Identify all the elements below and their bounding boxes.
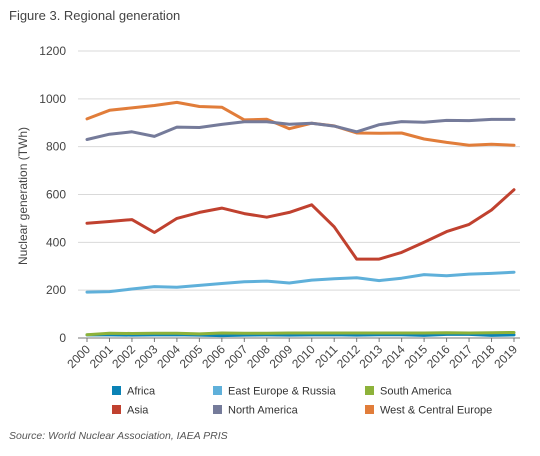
- x-tick-label: 2013: [356, 342, 385, 371]
- legend-swatch: [112, 386, 121, 395]
- x-tick-label: 2000: [64, 342, 93, 371]
- legend-label: North America: [228, 405, 299, 417]
- legend-swatch: [365, 405, 374, 414]
- y-tick-label: 1200: [39, 44, 66, 58]
- series-line-asia: [85, 188, 516, 261]
- x-tick-label: 2005: [177, 342, 206, 371]
- x-tick-label: 2007: [222, 342, 251, 371]
- x-tick-label: 2009: [267, 342, 296, 371]
- legend-label: East Europe & Russia: [228, 386, 336, 398]
- legend-label: Asia: [127, 405, 149, 417]
- x-tick-label: 2001: [87, 342, 116, 371]
- series-line-north-america: [85, 117, 516, 141]
- y-tick-label: 800: [46, 140, 66, 154]
- x-tick-label: 2008: [244, 342, 273, 371]
- y-tick-label: 0: [59, 331, 66, 345]
- legend-label: West & Central Europe: [380, 405, 492, 417]
- x-tick-label: 2002: [109, 342, 138, 371]
- series-line-west-central-europe: [85, 100, 516, 147]
- series-line-africa: [85, 332, 516, 338]
- x-tick-label: 2019: [491, 342, 520, 371]
- source-note: Source: World Nuclear Association, IAEA …: [9, 430, 228, 442]
- y-tick-label: 200: [46, 283, 66, 297]
- series-line-south-america: [85, 331, 516, 337]
- gridlines: [78, 50, 520, 339]
- plot-area: [85, 100, 516, 338]
- x-tick-label: 2018: [469, 342, 498, 371]
- y-axis: 0 200 400 600 800 1000 1200: [39, 44, 66, 345]
- legend-swatch: [112, 405, 121, 414]
- x-tick-label: 2004: [154, 342, 183, 371]
- y-tick-label: 1000: [39, 92, 66, 106]
- x-axis: 2000200120022003200420052006200720082009…: [64, 338, 520, 371]
- x-tick-label: 2006: [199, 342, 228, 371]
- x-tick-label: 2012: [334, 342, 363, 371]
- legend-swatch: [213, 405, 222, 414]
- legend-swatch: [213, 386, 222, 395]
- legend-swatch: [365, 386, 374, 395]
- x-tick-label: 2016: [424, 342, 453, 371]
- y-tick-label: 600: [46, 188, 66, 202]
- y-tick-label: 400: [46, 235, 66, 249]
- y-axis-label: Nuclear generation (TWh): [16, 127, 30, 265]
- series-line-east-europe-russia: [85, 270, 516, 294]
- x-tick-label: 2014: [379, 342, 408, 371]
- legend: Africa East Europe & Russia South America A…: [112, 386, 492, 417]
- legend-label: South America: [380, 386, 452, 398]
- figure-title: Figure 3. Regional generation: [9, 8, 181, 23]
- x-tick-label: 2010: [289, 342, 318, 371]
- x-tick-label: 2003: [132, 342, 161, 371]
- x-tick-label: 2015: [401, 342, 430, 371]
- legend-label: Africa: [127, 386, 156, 398]
- x-tick-label: 2011: [312, 342, 340, 370]
- x-tick-label: 2017: [446, 342, 475, 371]
